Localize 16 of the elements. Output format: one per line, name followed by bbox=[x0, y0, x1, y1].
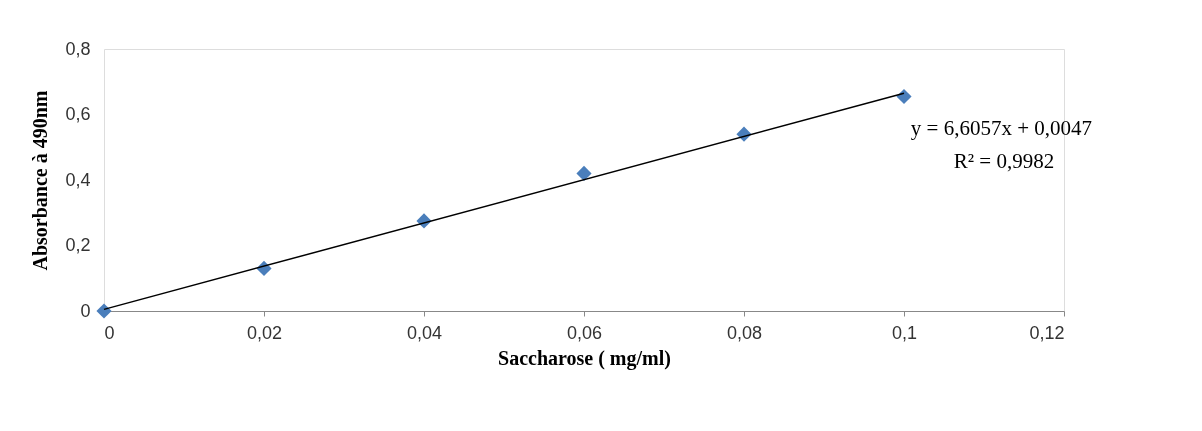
y-axis-title: Absorbance à 490nm bbox=[29, 90, 52, 271]
y-tick-label: 0 bbox=[80, 300, 91, 321]
x-tick-label: 0,06 bbox=[566, 322, 603, 343]
y-tick-label: 0,2 bbox=[65, 235, 91, 255]
x-tick-label: 0,04 bbox=[406, 322, 443, 343]
x-tick-label: 0,02 bbox=[246, 322, 283, 343]
x-tick-label: 0,08 bbox=[726, 322, 763, 343]
x-tick-label: 0,12 bbox=[1029, 322, 1065, 343]
x-axis-title: Saccharose ( mg/ml) bbox=[498, 346, 671, 370]
y-tick-label: 0,4 bbox=[65, 169, 91, 190]
annotation: y = 6,6057x + 0,0047 bbox=[910, 116, 1092, 140]
y-tick-label: 0,6 bbox=[65, 104, 91, 124]
y-tick-label: 0,8 bbox=[65, 38, 91, 59]
x-tick-label: 0,1 bbox=[891, 322, 918, 343]
x-tick-label: 0 bbox=[104, 322, 115, 343]
annotation: R² = 0,9982 bbox=[953, 149, 1055, 173]
